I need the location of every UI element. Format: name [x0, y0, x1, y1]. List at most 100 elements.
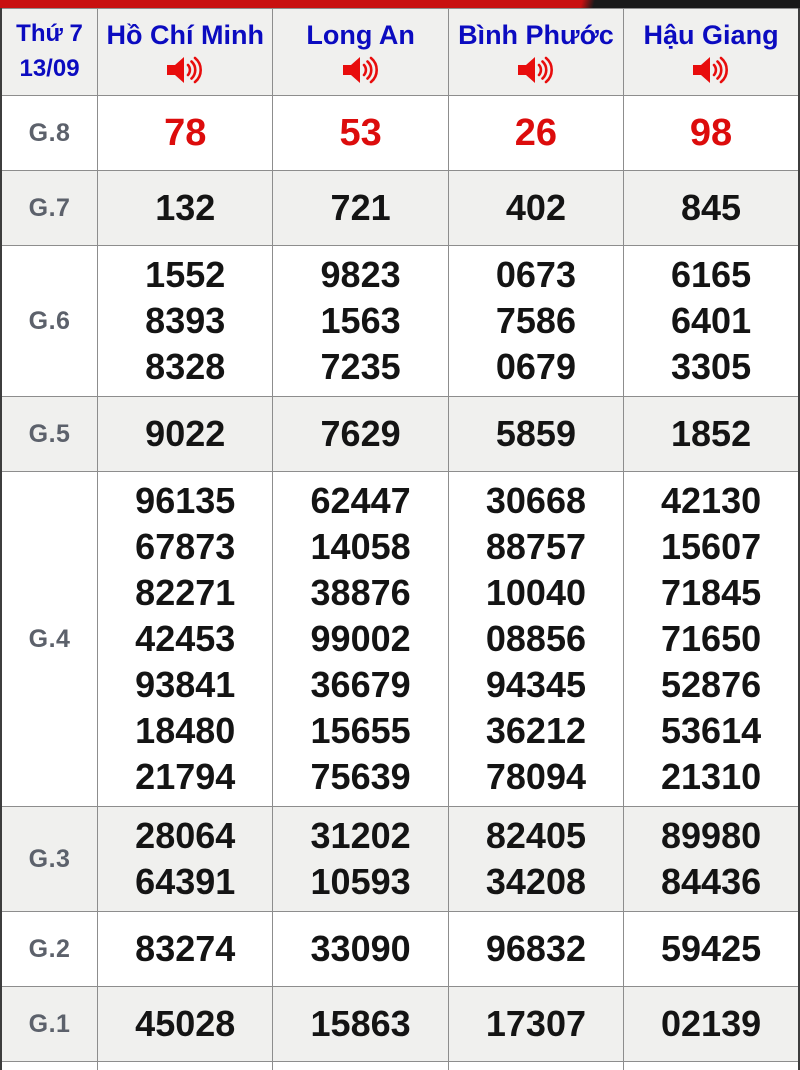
result-number: 78	[164, 112, 207, 154]
result-number: 26	[514, 112, 558, 154]
result-cell-g1-hau-giang: 02139	[623, 986, 800, 1062]
result-cell-g7-hau-giang: 845	[623, 170, 800, 246]
prize-label-g4: G.4	[0, 471, 99, 807]
speaker-icon[interactable]	[449, 55, 623, 85]
result-cell-g3-long-an: 31202 10593	[272, 806, 449, 912]
result-cell-g5-binh-phuoc: 5859	[447, 396, 625, 472]
result-number: 6165	[671, 254, 752, 295]
result-cell-g8-long-an: 53	[272, 95, 449, 171]
result-number: 15607	[661, 526, 762, 567]
result-number: 845	[681, 187, 742, 228]
result-number: 10593	[310, 861, 411, 902]
result-number: 7586	[495, 300, 576, 341]
prize-label-g8: G.8	[0, 95, 99, 171]
header-row: Thứ 7 13/09 Hồ Chí Minh Long An Bình Phước…	[0, 8, 800, 96]
column-header-ho-chi-minh: Hồ Chí Minh	[97, 8, 274, 96]
results-body: G.8 78 53 26 98 G.7 132 721 402 845 G.6 1552 8393 832…	[0, 95, 800, 1070]
result-cell-db-long-an: 085198	[272, 1061, 449, 1070]
prize-row-g8: G.8 78 53 26 98	[0, 95, 800, 171]
result-number: 1563	[320, 300, 401, 341]
result-number: 9823	[320, 254, 401, 295]
draw-date-cell: Thứ 7 13/09	[0, 8, 99, 96]
result-number: 82271	[135, 572, 236, 613]
result-number: 5859	[495, 413, 576, 454]
result-number: 53	[339, 112, 382, 154]
result-cell-g2-long-an: 33090	[272, 911, 449, 987]
draw-date: 13/09	[19, 55, 80, 82]
result-number: 10040	[485, 572, 586, 613]
speaker-icon[interactable]	[273, 55, 447, 85]
result-cell-g1-binh-phuoc: 17307	[447, 986, 625, 1062]
result-cell-g3-ho-chi-minh: 28064 64391	[97, 806, 274, 912]
result-number: 0673	[495, 254, 576, 295]
column-header-hau-giang: Hậu Giang	[623, 8, 800, 96]
result-cell-g4-ho-chi-minh: 96135 67873 82271 42453 93841 18480 21794	[97, 471, 274, 807]
result-cell-g6-hau-giang: 6165 6401 3305	[623, 245, 800, 397]
lottery-results-table: Thứ 7 13/09 Hồ Chí Minh Long An Bình Phước…	[0, 8, 800, 1070]
speaker-icon[interactable]	[624, 55, 798, 85]
result-number: 36212	[485, 710, 586, 751]
result-number: 64391	[135, 861, 236, 902]
column-header-long-an: Long An	[272, 8, 449, 96]
result-cell-g5-ho-chi-minh: 9022	[97, 396, 274, 472]
result-number: 18480	[135, 710, 236, 751]
result-number: 75639	[310, 756, 411, 797]
result-number: 89980	[661, 815, 762, 856]
result-number: 17307	[485, 1003, 586, 1044]
result-number: 132	[155, 187, 216, 228]
result-number: 38876	[310, 572, 411, 613]
result-number: 8328	[145, 346, 226, 387]
draw-day: Thứ 7	[16, 20, 83, 48]
result-number: 71845	[661, 572, 762, 613]
province-name: Long An	[306, 19, 415, 50]
result-cell-g3-hau-giang: 89980 84436	[623, 806, 800, 912]
prize-row-g1: G.1 45028 15863 17307 02139	[0, 986, 800, 1062]
prize-row-g2: G.2 83274 33090 96832 59425	[0, 911, 800, 987]
prize-label-g6: G.6	[0, 245, 99, 397]
result-number: 31202	[310, 815, 411, 856]
result-number: 1552	[145, 254, 226, 295]
result-number: 7235	[320, 346, 401, 387]
result-cell-g1-ho-chi-minh: 45028	[97, 986, 274, 1062]
top-accent-bar	[0, 0, 800, 8]
result-cell-g8-binh-phuoc: 26	[447, 95, 625, 171]
prize-label-g2: G.2	[0, 911, 99, 987]
result-number: 02139	[661, 1003, 762, 1044]
result-cell-g5-long-an: 7629	[272, 396, 449, 472]
result-number: 30668	[485, 480, 586, 521]
result-number: 62447	[310, 480, 411, 521]
result-number: 96135	[135, 480, 236, 521]
result-number: 7629	[320, 413, 401, 454]
prize-label-g7: G.7	[0, 170, 99, 246]
result-number: 82405	[485, 815, 586, 856]
result-cell-g3-binh-phuoc: 82405 34208	[447, 806, 625, 912]
column-header-binh-phuoc: Bình Phước	[447, 8, 625, 96]
result-number: 67873	[135, 526, 236, 567]
result-number: 98	[689, 112, 733, 154]
result-cell-g4-binh-phuoc: 30668 88757 10040 08856 94345 36212 78094	[447, 471, 625, 807]
result-cell-g2-binh-phuoc: 96832	[447, 911, 625, 987]
result-number: 1852	[671, 413, 752, 454]
result-number: 9022	[145, 413, 226, 454]
result-cell-g5-hau-giang: 1852	[623, 396, 800, 472]
result-cell-g7-binh-phuoc: 402	[447, 170, 625, 246]
result-number: 52876	[661, 664, 762, 705]
prize-row-g3: G.3 28064 64391 31202 10593 82405 34208 89980 84…	[0, 806, 800, 912]
result-cell-g4-long-an: 62447 14058 38876 99002 36679 15655 75639	[272, 471, 449, 807]
result-number: 34208	[485, 861, 586, 902]
speaker-icon[interactable]	[98, 55, 272, 85]
result-cell-g7-ho-chi-minh: 132	[97, 170, 274, 246]
result-number: 402	[505, 187, 566, 228]
result-cell-g2-hau-giang: 59425	[623, 911, 800, 987]
result-number: 59425	[661, 928, 762, 969]
result-number: 28064	[135, 815, 236, 856]
result-number: 45028	[135, 1003, 236, 1044]
result-number: 21794	[135, 756, 236, 797]
result-number: 78094	[485, 756, 586, 797]
prize-row-db: ĐB434536085198384452367958	[0, 1061, 800, 1070]
result-number: 21310	[661, 756, 762, 797]
prize-label-g1: G.1	[0, 986, 99, 1062]
result-number: 83274	[135, 928, 236, 969]
result-number: 36679	[310, 664, 411, 705]
